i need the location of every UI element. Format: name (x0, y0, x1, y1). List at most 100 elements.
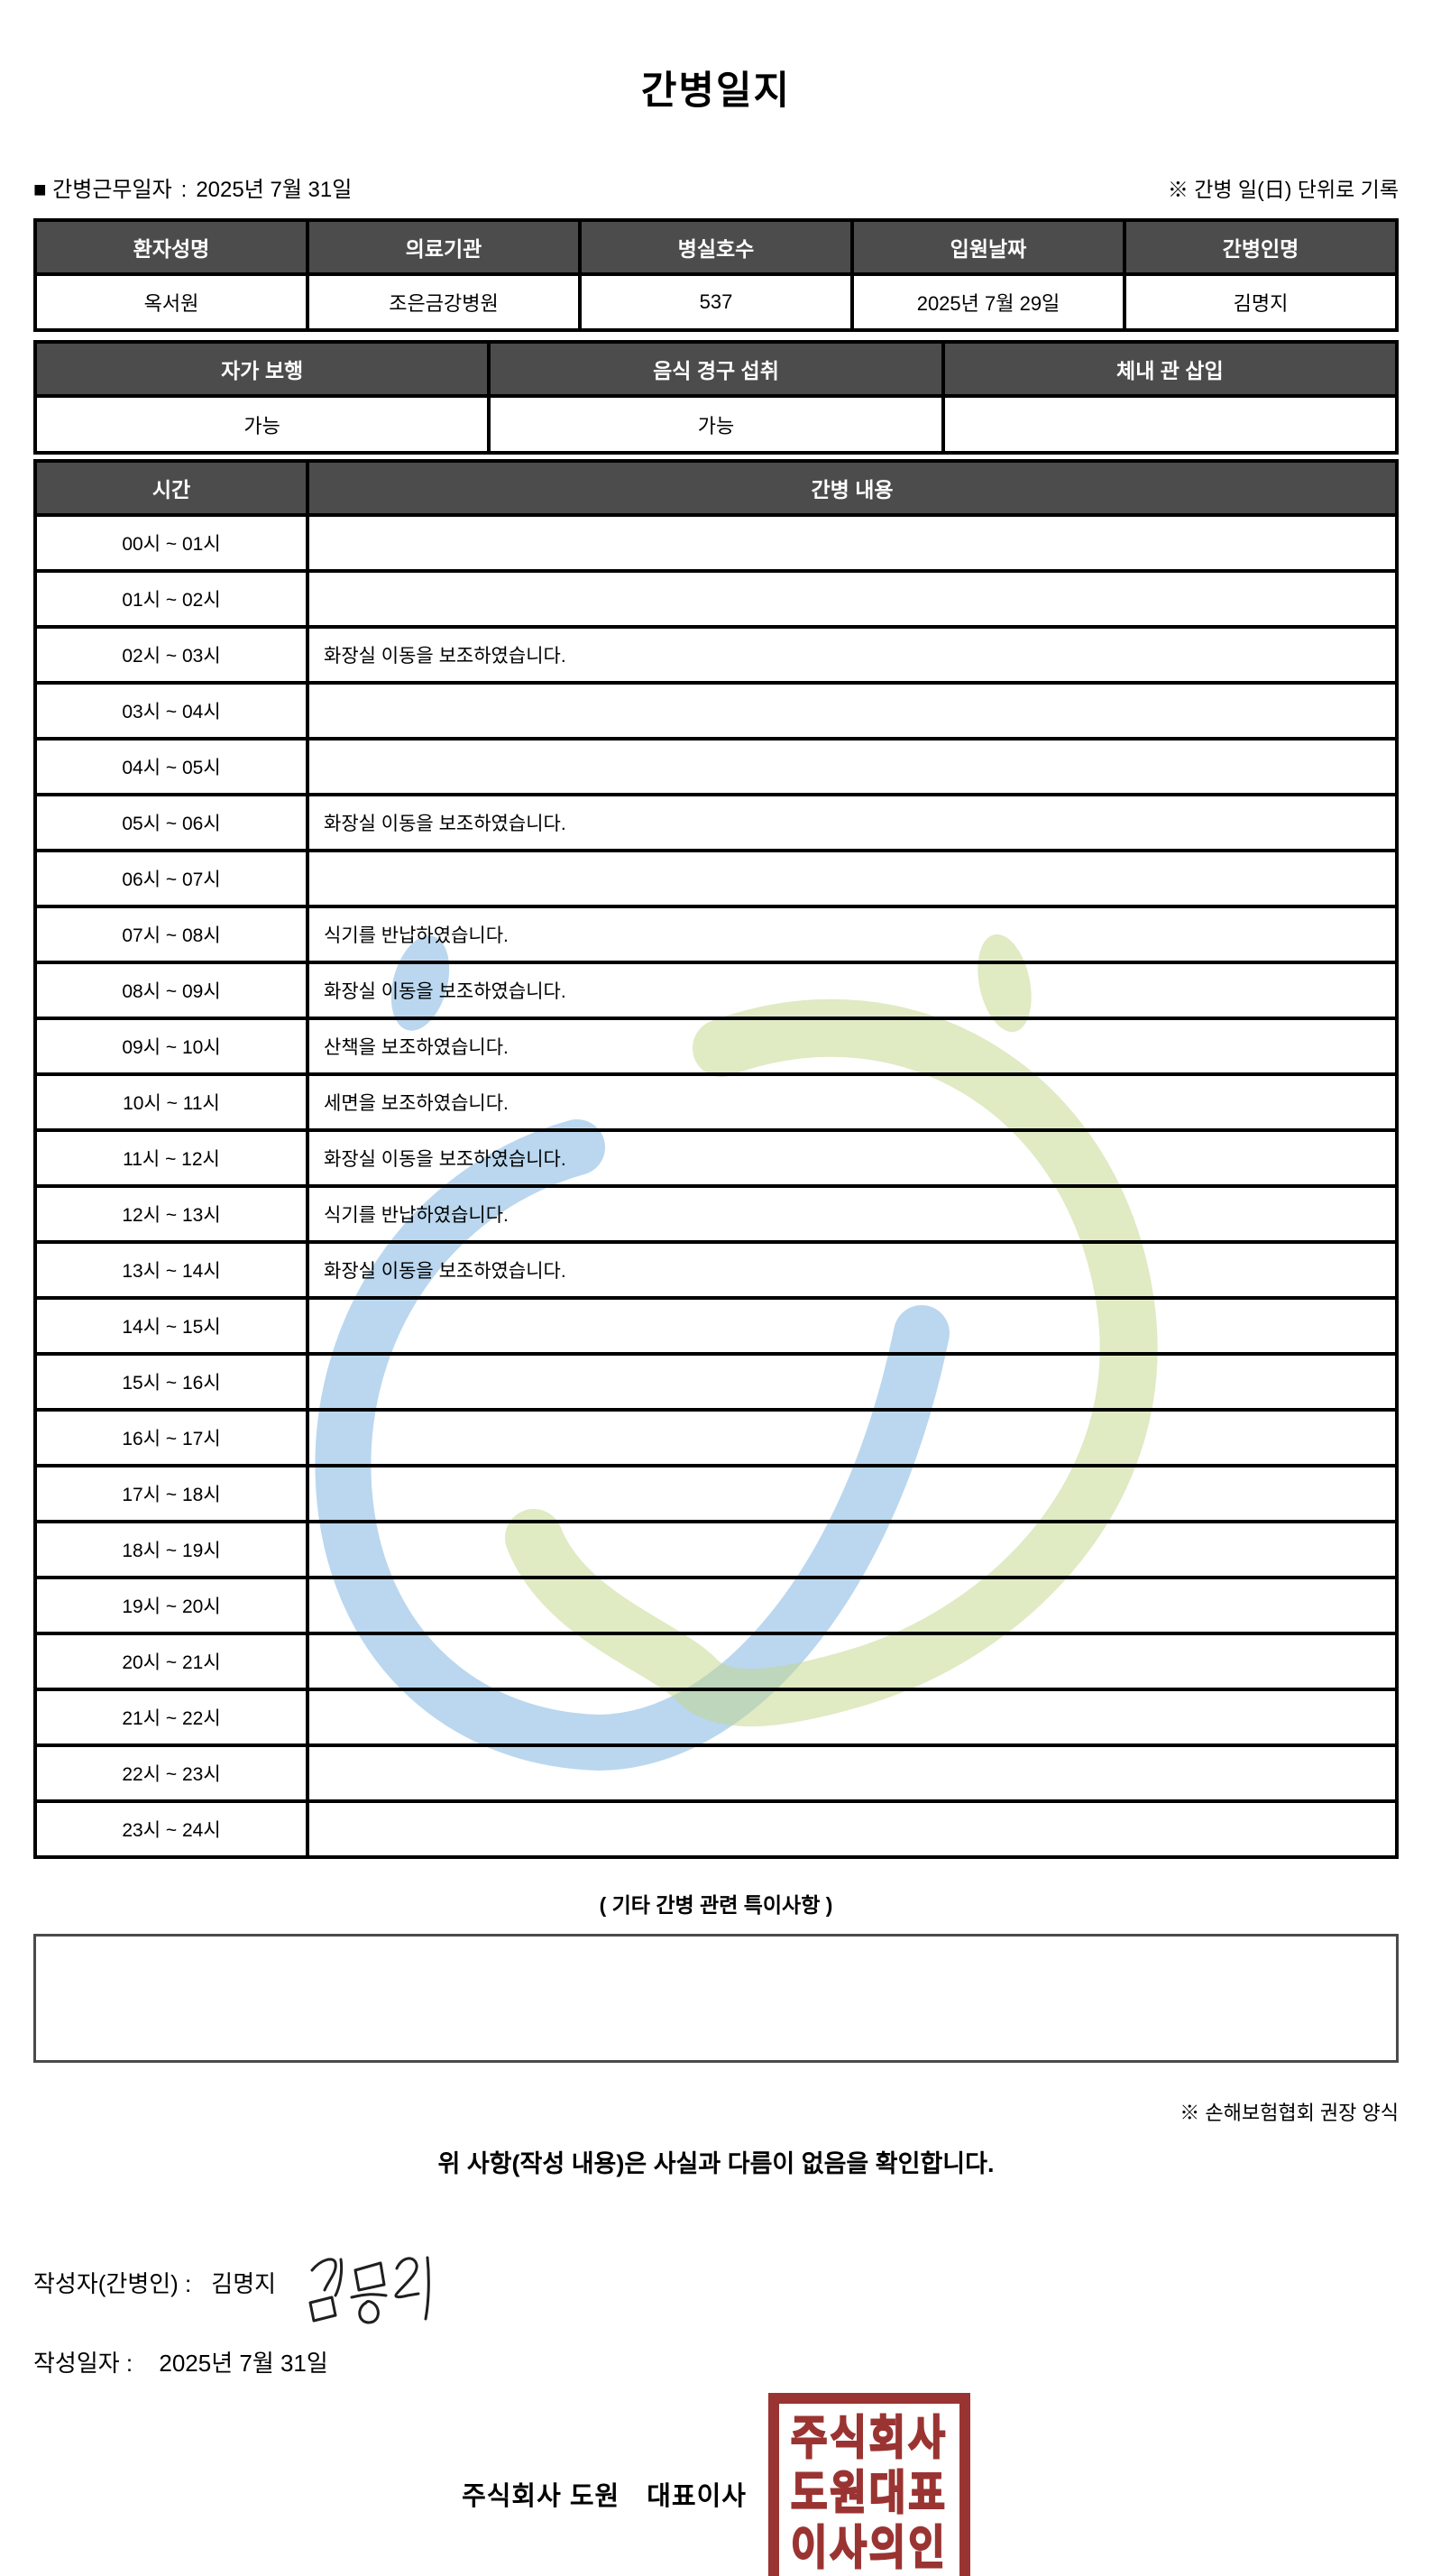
care-log-row: 03시 ~ 04시 (33, 681, 1399, 741)
care-content-cell: 식기를 반납하였습니다. (306, 905, 1399, 964)
care-time-cell: 11시 ~ 12시 (33, 1128, 309, 1188)
care-log-row: 12시 ~ 13시 식기를 반납하였습니다. (33, 1184, 1399, 1244)
care-header-row: 시간 간병 내용 (33, 459, 1399, 517)
care-time-cell: 07시 ~ 08시 (33, 905, 309, 964)
care-time-cell: 04시 ~ 05시 (33, 737, 309, 796)
care-log-row: 16시 ~ 17시 (33, 1408, 1399, 1467)
care-time-cell: 14시 ~ 15시 (33, 1296, 309, 1356)
care-time-cell: 03시 ~ 04시 (33, 681, 309, 741)
care-log-row: 21시 ~ 22시 (33, 1688, 1399, 1747)
care-log-row: 18시 ~ 19시 (33, 1520, 1399, 1579)
caregiver-name-header: 간병인명 (1123, 218, 1399, 276)
care-content-cell (306, 849, 1399, 908)
care-log-row: 13시 ~ 14시 화장실 이동을 보조하였습니다. (33, 1240, 1399, 1300)
care-time-cell: 19시 ~ 20시 (33, 1576, 309, 1635)
stamp-line-2: 도원대표 (790, 2467, 948, 2520)
writer-label: 작성자(간병인) : (33, 2269, 192, 2297)
care-time-cell: 09시 ~ 10시 (33, 1017, 309, 1076)
ceo-title: 대표이사 (647, 2482, 747, 2511)
status-header-row: 자가 보행 음식 경구 섭취 체내 관 삽입 (32, 340, 1400, 398)
care-time-cell: 00시 ~ 01시 (33, 513, 309, 573)
care-log-row: 20시 ~ 21시 (33, 1632, 1399, 1691)
care-time-cell: 23시 ~ 24시 (33, 1799, 309, 1859)
care-log-row: 23시 ~ 24시 (33, 1799, 1399, 1859)
care-content-cell: 화장실 이동을 보조하였습니다. (306, 961, 1399, 1020)
oral-intake-header: 음식 경구 섭취 (487, 340, 945, 398)
company-stamp-row: 주식회사 도원 대표이사 주식회사 도원대표 이사의인 (33, 2393, 1399, 2576)
care-log-row: 02시 ~ 03시 화장실 이동을 보조하였습니다. (33, 625, 1399, 685)
care-content-cell (306, 1632, 1399, 1691)
form-recommendation-note: ※ 손해보험협회 권장 양식 (1180, 2102, 1399, 2124)
duty-date-label: ■ 간병근무일자 (33, 178, 172, 202)
self-walking-header: 자가 보행 (32, 340, 491, 398)
care-time-cell: 13시 ~ 14시 (33, 1240, 309, 1300)
care-content-cell (306, 1576, 1399, 1635)
care-time-cell: 01시 ~ 02시 (33, 569, 309, 629)
care-content-cell: 세면을 보조하였습니다. (306, 1072, 1399, 1132)
care-content-cell: 산책을 보조하였습니다. (306, 1017, 1399, 1076)
writer-name: 김명지 (211, 2269, 277, 2297)
care-time-cell: 05시 ~ 06시 (33, 793, 309, 852)
care-time-cell: 02시 ~ 03시 (33, 625, 309, 685)
write-date-label: 작성일자 : (33, 2350, 133, 2377)
status-value-row: 가능 가능 (32, 394, 1400, 455)
time-column-header: 시간 (33, 459, 309, 517)
stamp-line-1: 주식회사 (790, 2412, 948, 2465)
care-time-cell: 15시 ~ 16시 (33, 1352, 309, 1412)
special-notes-box (33, 1934, 1399, 2063)
care-log-row: 22시 ~ 23시 (33, 1743, 1399, 1803)
care-content-cell: 화장실 이동을 보조하였습니다. (306, 793, 1399, 852)
page-title: 간병일지 (640, 69, 792, 113)
care-content-cell (306, 569, 1399, 629)
care-log-row: 17시 ~ 18시 (33, 1464, 1399, 1523)
care-log-row: 08시 ~ 09시 화장실 이동을 보조하였습니다. (33, 961, 1399, 1020)
admission-date-value: 2025년 7월 29일 (850, 272, 1126, 332)
care-content-cell: 화장실 이동을 보조하였습니다. (306, 1128, 1399, 1188)
room-number-value: 537 (578, 272, 854, 332)
caregiver-name-value: 김명지 (1123, 272, 1399, 332)
care-time-cell: 18시 ~ 19시 (33, 1520, 309, 1579)
care-time-cell: 16시 ~ 17시 (33, 1408, 309, 1467)
care-content-cell (306, 1296, 1399, 1356)
special-notes-heading: ( 기타 간병 관련 특이사항 ) (599, 1893, 833, 1917)
care-time-cell: 12시 ~ 13시 (33, 1184, 309, 1244)
care-time-cell: 08시 ~ 09시 (33, 961, 309, 1020)
care-log-row: 10시 ~ 11시 세면을 보조하였습니다. (33, 1072, 1399, 1132)
care-time-cell: 10시 ~ 11시 (33, 1072, 309, 1132)
care-content-cell (306, 1520, 1399, 1579)
confirmation-statement: 위 사항(작성 내용)은 사실과 다름이 없음을 확인합니다. (437, 2150, 995, 2177)
patient-status-table: 자가 보행 음식 경구 섭취 체내 관 삽입 가능 가능 (32, 340, 1400, 455)
care-content-cell (306, 1352, 1399, 1412)
care-log-row: 09시 ~ 10시 산책을 보조하였습니다. (33, 1017, 1399, 1076)
care-content-column-header: 간병 내용 (306, 459, 1399, 517)
duty-date-colon: : (180, 178, 188, 202)
patient-value-row: 옥서원 조은금강병원 537 2025년 7월 29일 김명지 (33, 272, 1399, 332)
care-log-row: 05시 ~ 06시 화장실 이동을 보조하였습니다. (33, 793, 1399, 852)
care-content-cell (306, 1464, 1399, 1523)
medical-institution-header: 의료기관 (306, 218, 582, 276)
patient-name-value: 옥서원 (33, 272, 309, 332)
corporate-seal-stamp: 주식회사 도원대표 이사의인 (767, 2393, 970, 2576)
oral-intake-value: 가능 (487, 394, 945, 455)
care-content-cell: 식기를 반납하였습니다. (306, 1184, 1399, 1244)
self-walking-value: 가능 (32, 394, 491, 455)
care-time-cell: 17시 ~ 18시 (33, 1464, 309, 1523)
write-date-value: 2025년 7월 31일 (159, 2350, 328, 2377)
handwritten-signature (308, 2256, 430, 2324)
meta-row: ■ 간병근무일자:2025년 7월 31일 ※ 간병 일(日) 단위로 기록 (33, 171, 1399, 203)
care-content-cell (306, 513, 1399, 573)
care-log-row: 15시 ~ 16시 (33, 1352, 1399, 1412)
patient-header-row: 환자성명 의료기관 병실호수 입원날짜 간병인명 (33, 218, 1399, 276)
care-log-row: 07시 ~ 08시 식기를 반납하였습니다. (33, 905, 1399, 964)
care-log-row: 06시 ~ 07시 (33, 849, 1399, 908)
care-log-row: 14시 ~ 15시 (33, 1296, 1399, 1356)
care-log-row: 11시 ~ 12시 화장실 이동을 보조하였습니다. (33, 1128, 1399, 1188)
room-number-header: 병실호수 (578, 218, 854, 276)
patient-name-header: 환자성명 (33, 218, 309, 276)
stamp-line-3: 이사의인 (790, 2522, 948, 2575)
writer-line: 작성자(간병인) : 김명지 (33, 2244, 1399, 2324)
care-content-cell (306, 681, 1399, 741)
duty-date-value: 2025년 7월 31일 (196, 178, 353, 202)
